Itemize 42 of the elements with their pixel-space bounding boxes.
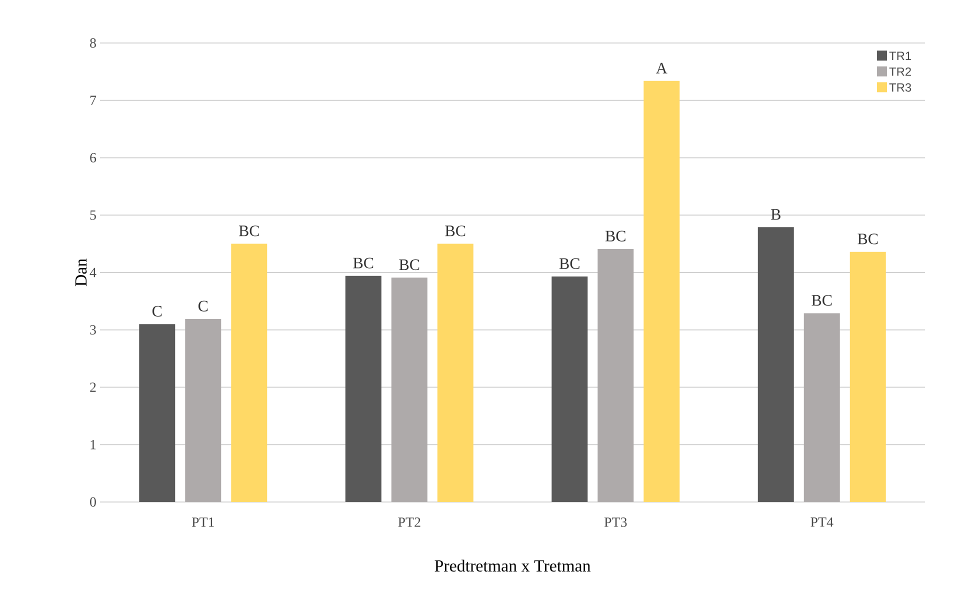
data-label: BC <box>238 226 259 236</box>
data-label: C <box>198 300 208 312</box>
legend-label: TR1 <box>889 52 911 60</box>
data-label: BC <box>353 258 374 268</box>
data-label: B <box>771 209 780 220</box>
data-label: BC <box>858 234 878 244</box>
x-tick-label: PT3 <box>604 518 627 527</box>
y-tick-label: 2 <box>90 382 96 392</box>
data-label: BC <box>399 259 420 270</box>
x-tick-label: PT2 <box>398 518 420 527</box>
legend-label: TR2 <box>889 67 911 76</box>
bar <box>758 227 794 502</box>
data-label: C <box>152 306 162 317</box>
y-tick-label: 8 <box>90 38 96 48</box>
y-axis-title: Dan <box>75 258 87 286</box>
data-label: BC <box>445 226 466 236</box>
y-tick-label: 0 <box>90 497 96 507</box>
y-tick-label: 3 <box>90 325 96 335</box>
x-tick-label: PT1 <box>192 517 214 527</box>
y-tick-label: 1 <box>90 440 96 450</box>
bar <box>644 80 680 502</box>
y-tick-label: 7 <box>90 96 96 105</box>
bar <box>391 278 428 502</box>
bar <box>139 324 176 502</box>
x-tick-label: PT4 <box>810 518 834 527</box>
bar <box>552 276 588 502</box>
legend-label: TR3 <box>889 83 912 92</box>
bar <box>598 248 634 502</box>
y-tick-label: 4 <box>90 268 96 278</box>
data-label: BC <box>812 295 832 306</box>
bar <box>231 244 268 502</box>
bar <box>345 276 382 502</box>
bar <box>185 318 222 502</box>
data-label: BC <box>605 230 626 242</box>
y-tick-label: 6 <box>90 153 96 162</box>
x-axis-title: Predtretman x Tretman <box>434 560 591 572</box>
y-tick-label: 5 <box>90 210 96 220</box>
data-label: BC <box>559 258 580 269</box>
data-label: A <box>656 62 668 74</box>
bar <box>850 252 886 502</box>
bar <box>804 313 840 502</box>
bar <box>437 244 474 502</box>
